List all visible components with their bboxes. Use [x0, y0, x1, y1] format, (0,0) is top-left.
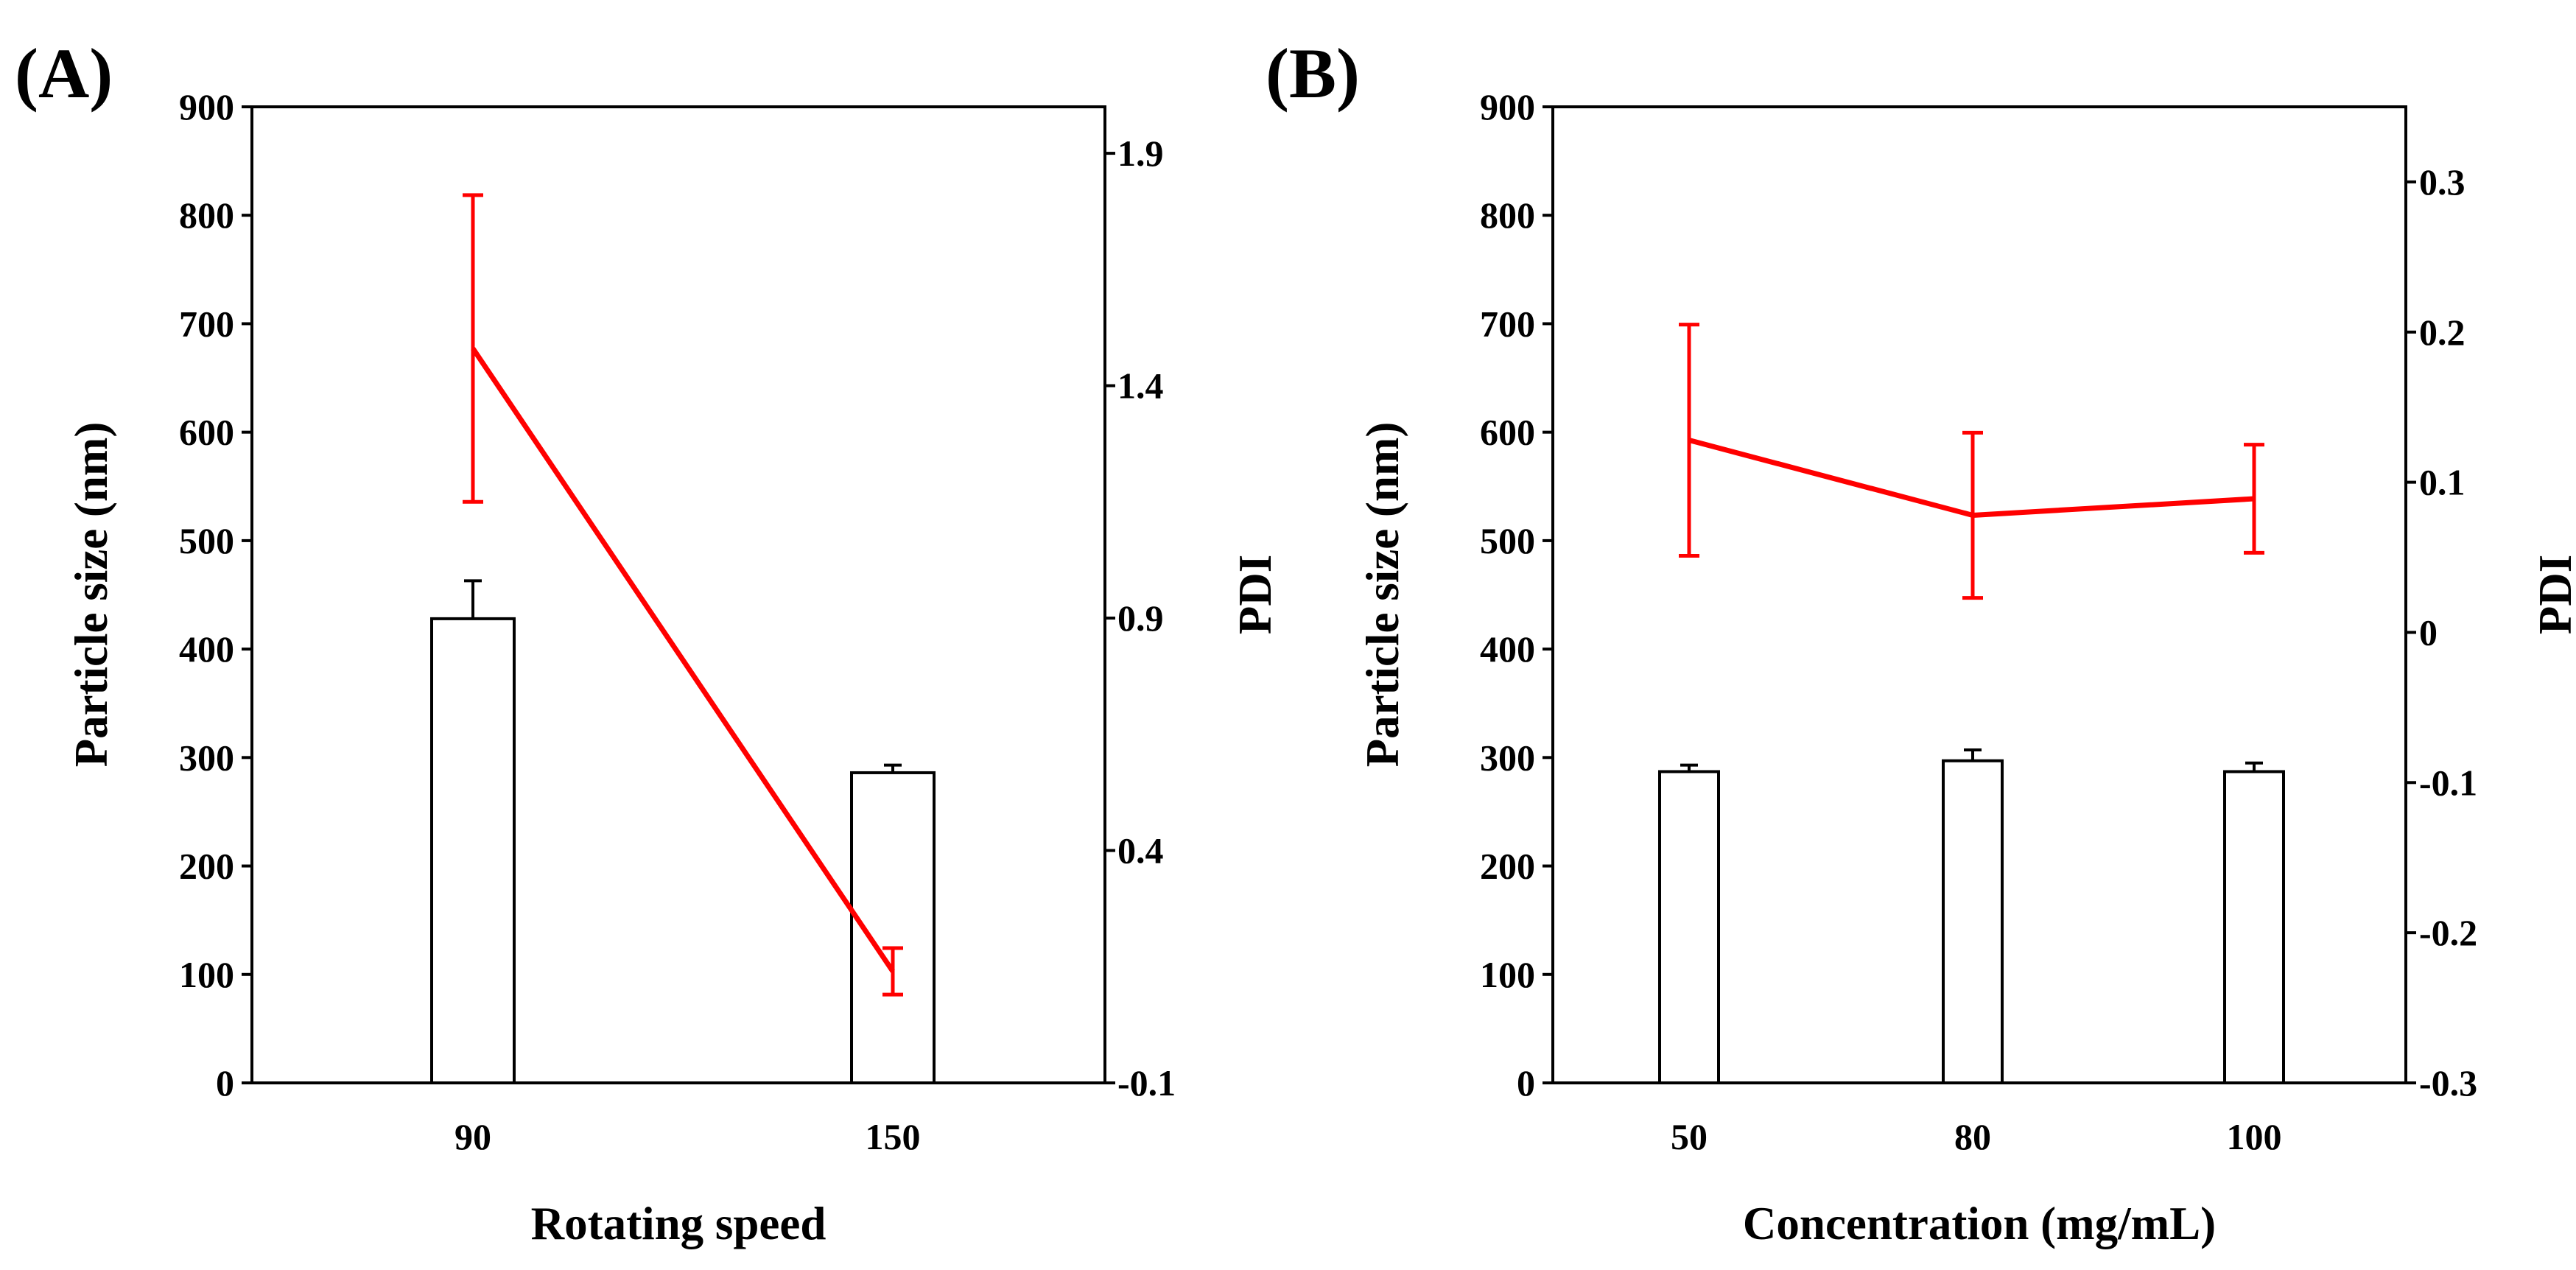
panel-b-x-tick-label: 50 — [1671, 1116, 1708, 1157]
panel-b-left-tick-label: 400 — [1480, 628, 1535, 670]
panel-a-bar — [430, 617, 516, 1084]
panel-b-left-tick-label: 0 — [1517, 1062, 1535, 1104]
panel-a-plot-area — [250, 105, 1106, 1084]
panel-b-bar — [1942, 759, 2004, 1084]
panel-a-left-tick-label: 900 — [179, 86, 234, 127]
panel-a-left-axis-title: Particle size (nm) — [66, 422, 117, 768]
panel-a-x-tick-label: 150 — [866, 1116, 921, 1157]
panel-b-left-tick-label: 100 — [1480, 954, 1535, 995]
panel-a-right-tick-label: 0.4 — [1117, 830, 1164, 871]
panel-a-pdi-line — [471, 347, 895, 973]
panel-b-left-tick-label: 500 — [1480, 520, 1535, 561]
panel-a-right-axis-title: PDI — [1229, 555, 1281, 635]
panel-b-right-tick-label: -0.1 — [2419, 762, 2477, 803]
panel-a-left-tick-label: 800 — [179, 194, 234, 236]
panel-b-right-tick-label: 0.3 — [2419, 161, 2466, 203]
panel-a-left-tick-label: 100 — [179, 954, 234, 995]
panel-b-right-tick-label: -0.3 — [2419, 1062, 2477, 1104]
panel-b-x-axis-title: Concentration (mg/mL) — [1743, 1198, 2216, 1249]
panel-a-left-tick-label: 700 — [179, 303, 234, 344]
panel-b-x-tick-label: 80 — [1954, 1116, 1991, 1157]
panel-a-chart: 0 100 200 300 400 500 600 700 800 900 -0.1 0.4 0.9 1… — [15, 34, 1281, 1249]
panel-b-left-tick-label: 900 — [1480, 86, 1535, 127]
panel-a-left-tick-label: 200 — [179, 846, 234, 887]
panel-a-right-tick-label: -0.1 — [1117, 1062, 1176, 1104]
panel-b-right-tick-label: 0 — [2419, 611, 2438, 653]
panel-b-left-tick-label: 800 — [1480, 194, 1535, 236]
panel-b-left-tick-label: 700 — [1480, 303, 1535, 344]
panel-a-right-tick-label: 1.9 — [1117, 133, 1164, 174]
panel-b-x-tick-label: 100 — [2227, 1116, 2282, 1157]
panel-b-left-tick-label: 200 — [1480, 846, 1535, 887]
panel-a-left-tick-label: 300 — [179, 737, 234, 778]
panel-a-left-tick-label: 0 — [216, 1062, 234, 1104]
panel-a-right-tick-label: 1.4 — [1117, 365, 1164, 407]
panel-b-left-tick-label: 600 — [1480, 412, 1535, 453]
panel-b-right-tick-label: -0.2 — [2419, 912, 2477, 953]
panel-b-right-axis-title: PDI — [2530, 555, 2576, 635]
panel-b-label: (B) — [1266, 34, 1360, 113]
panel-a-right-tick-label: 0.9 — [1117, 597, 1164, 639]
panel-a-label: (A) — [15, 34, 113, 113]
panel-b-left-tick-label: 300 — [1480, 737, 1535, 778]
panel-a-x-axis-title: Rotating speed — [531, 1198, 827, 1249]
panel-b-left-axis-title: Particle size (nm) — [1357, 422, 1408, 768]
panel-b-right-tick-label: 0.2 — [2419, 312, 2466, 353]
panel-b-right-tick-label: 0.1 — [2419, 462, 2466, 503]
panel-a-left-tick-label: 500 — [179, 520, 234, 561]
panel-a-left-tick-label: 400 — [179, 628, 234, 670]
panel-b-bar — [2223, 770, 2285, 1084]
panel-a-left-tick-label: 600 — [179, 412, 234, 453]
panel-b-bar — [1658, 770, 1720, 1084]
panel-a-x-tick-label: 90 — [455, 1116, 491, 1157]
